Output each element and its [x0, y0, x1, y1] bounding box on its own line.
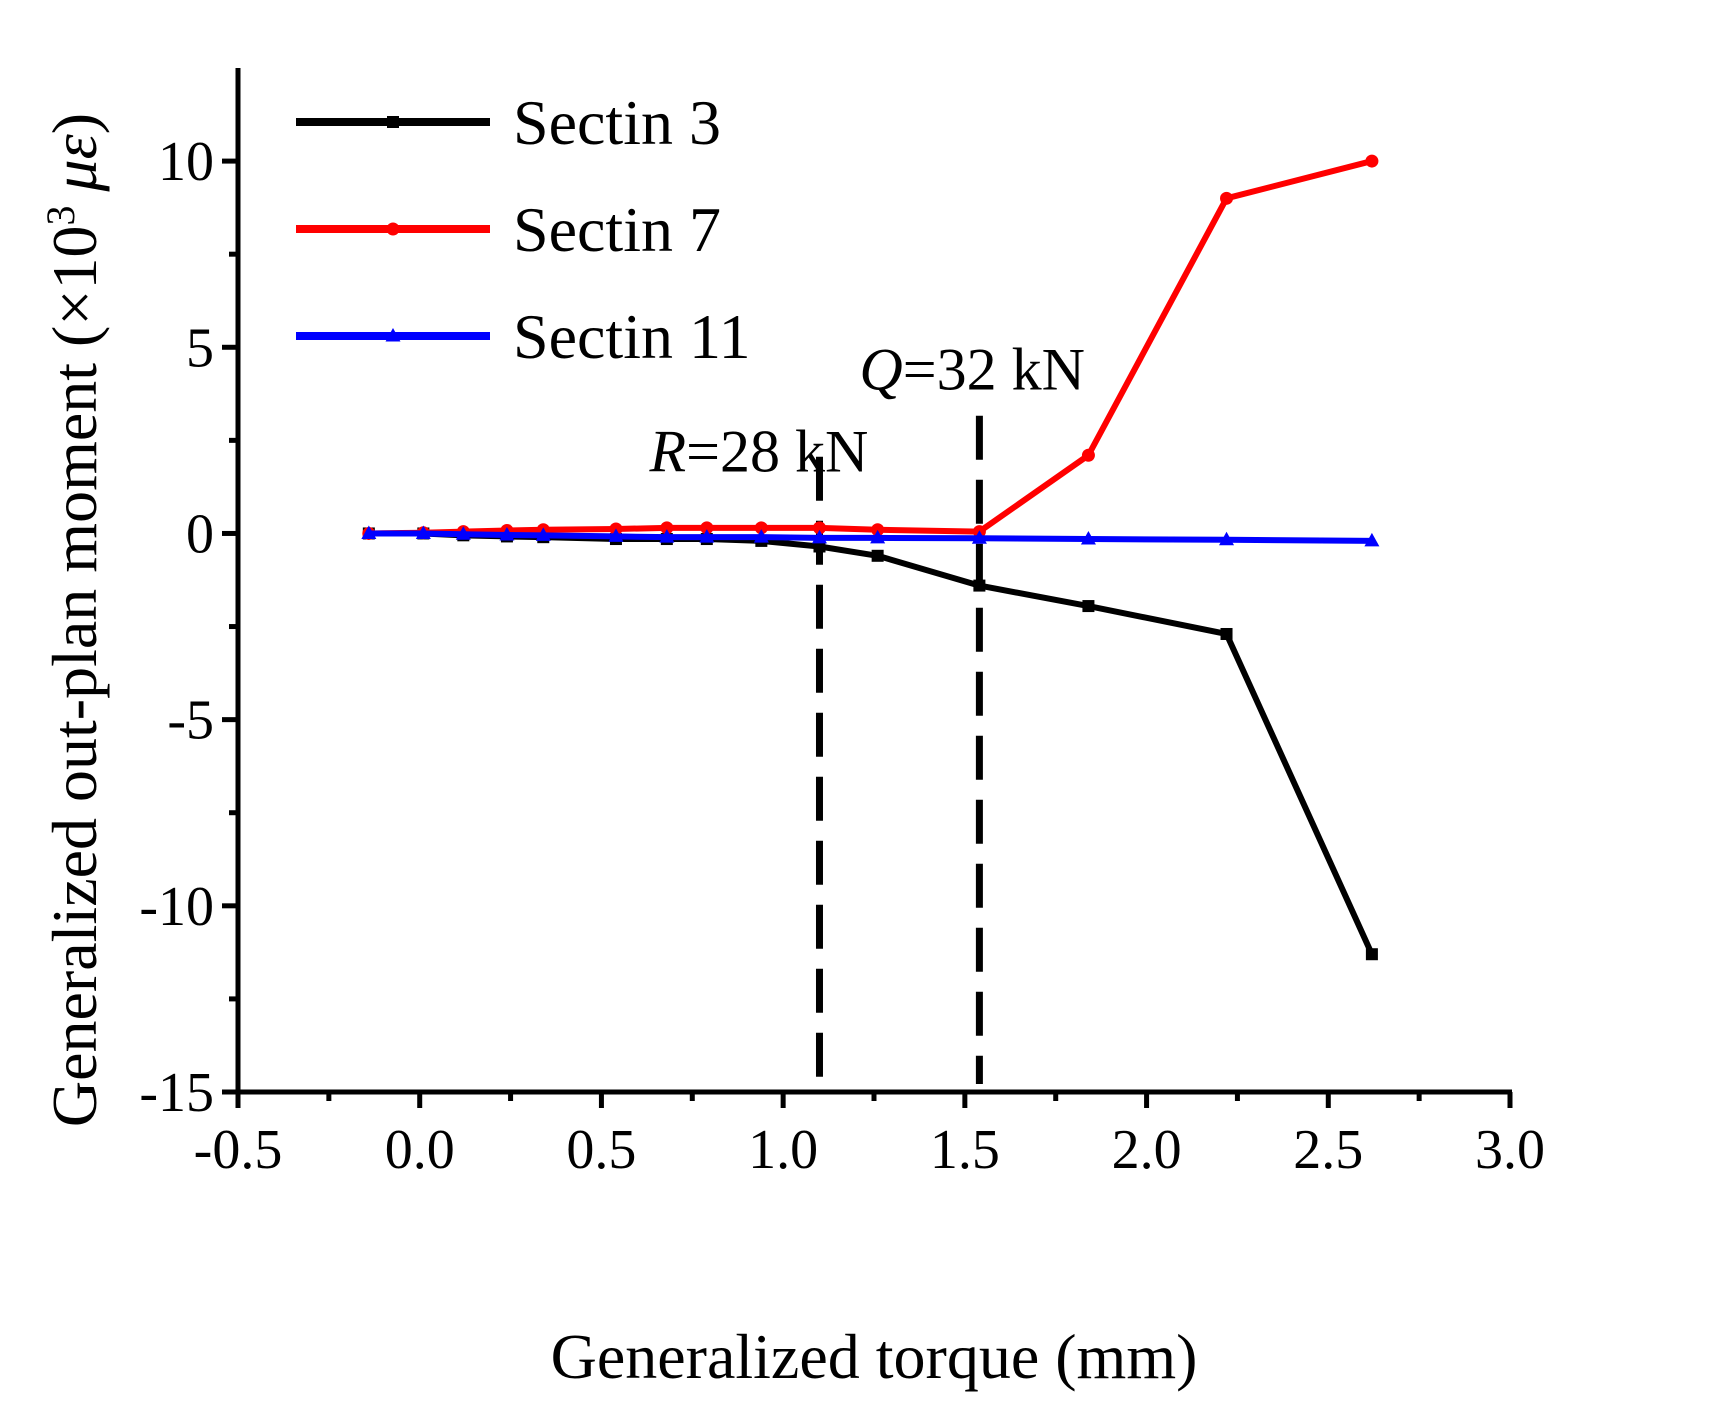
axes-layer [235, 68, 1512, 1095]
annotation-label: R=28 kN [648, 419, 868, 485]
tick-labels: -0.5 0.0 0.5 1.0 1.5 2.0 2.5 3.0 -15 -10 -5 0 5 10 [139, 131, 1545, 1181]
y-axis-title: Generalized out-plan moment (×103 με) [38, 113, 111, 1127]
y-tick-label: -5 [167, 690, 214, 752]
y-axis-title-close: ) [39, 113, 110, 134]
data-point-triangle [699, 529, 715, 543]
data-point-triangle [1080, 531, 1096, 545]
y-tick-label: 5 [186, 317, 214, 379]
y-tick-label: 10 [158, 131, 214, 193]
data-point-triangle [971, 530, 987, 544]
data-point-square [1365, 948, 1378, 961]
data-point-triangle [535, 527, 551, 541]
data-point-square [973, 579, 986, 592]
data-point-circle [812, 521, 826, 535]
legend-label: Sectin 11 [513, 301, 751, 372]
annotation-value: =32 kN [903, 337, 1085, 403]
data-point-triangle [608, 528, 624, 542]
annotation-value: =28 kN [686, 419, 868, 485]
data-point-triangle [1219, 531, 1235, 546]
y-axis-title-unit: με [39, 133, 110, 192]
data-point-circle [700, 521, 714, 535]
data-point-triangle [361, 525, 377, 539]
data-point-triangle [811, 529, 827, 544]
data-point-circle [754, 521, 768, 535]
data-point-circle [660, 521, 674, 535]
legend: Sectin 3 Sectin 7 Sectin 11 [296, 87, 751, 372]
data-point-square [813, 540, 826, 553]
legend-entry: Sectin 7 [296, 194, 721, 265]
data-point-triangle [1364, 532, 1380, 547]
data-point-square [387, 116, 399, 128]
y-tick-label: -15 [139, 1062, 214, 1124]
data-point-square [1082, 600, 1095, 613]
data-point-triangle [385, 328, 401, 342]
data-point-triangle [455, 526, 471, 540]
series-sectin-3 [362, 527, 1378, 961]
x-tick-label: -0.5 [194, 1119, 283, 1181]
x-tick-label: 3.0 [1475, 1119, 1545, 1181]
x-tick-label: 0.5 [566, 1119, 636, 1181]
data-point-square [1220, 627, 1233, 640]
x-axis-title: Generalized torque (mm) [551, 1321, 1198, 1392]
x-tick-label: 1.5 [930, 1119, 1000, 1181]
x-tick-label: 0.0 [385, 1119, 455, 1181]
data-point-triangle [499, 526, 515, 541]
series-line [368, 530, 1375, 956]
y-tick-label: -10 [139, 876, 214, 938]
legend-entry: Sectin 11 [296, 301, 751, 372]
y-axis-title-exponent: 3 [38, 206, 83, 226]
y-axis-title-main: Generalized out-plan moment (×10 [39, 226, 110, 1128]
ticks-layer [222, 158, 1513, 1108]
annotation-symbol: R [648, 419, 686, 485]
data-point-triangle [753, 529, 769, 543]
legend-entry: Sectin 3 [296, 87, 721, 158]
x-tick-label: 2.0 [1112, 1119, 1182, 1181]
data-point-triangle [870, 529, 886, 544]
legend-label: Sectin 3 [513, 87, 721, 158]
data-point-circle [1365, 154, 1379, 168]
series-layer [361, 154, 1380, 961]
annotation-label: Q=32 kN [859, 337, 1085, 403]
annotation-lines [815, 415, 983, 1084]
data-point-circle [1081, 448, 1095, 462]
x-tick-label: 2.5 [1293, 1119, 1363, 1181]
data-point-circle [386, 222, 400, 236]
data-point-circle [871, 523, 885, 537]
data-point-triangle [659, 529, 675, 543]
annotations: R=28 kN Q=32 kN [648, 337, 1084, 485]
y-tick-label: 0 [186, 503, 214, 565]
annotation-symbol: Q [859, 337, 902, 403]
data-point-square [871, 549, 884, 562]
x-tick-label: 1.0 [748, 1119, 818, 1181]
data-point-circle [1220, 191, 1234, 205]
data-point-triangle [415, 525, 431, 539]
legend-label: Sectin 7 [513, 194, 721, 265]
series-sectin-11 [361, 525, 1380, 547]
series-line [368, 530, 1372, 544]
